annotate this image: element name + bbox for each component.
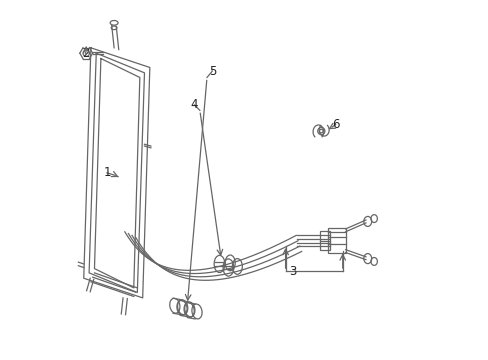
Text: 4: 4 (190, 99, 198, 112)
Bar (328, 228, 345, 253)
Bar (319, 231, 329, 249)
Text: 1: 1 (103, 166, 110, 179)
Text: 6: 6 (331, 118, 339, 131)
Text: 2: 2 (81, 47, 89, 60)
Text: 3: 3 (288, 265, 296, 278)
Text: 5: 5 (208, 64, 216, 77)
